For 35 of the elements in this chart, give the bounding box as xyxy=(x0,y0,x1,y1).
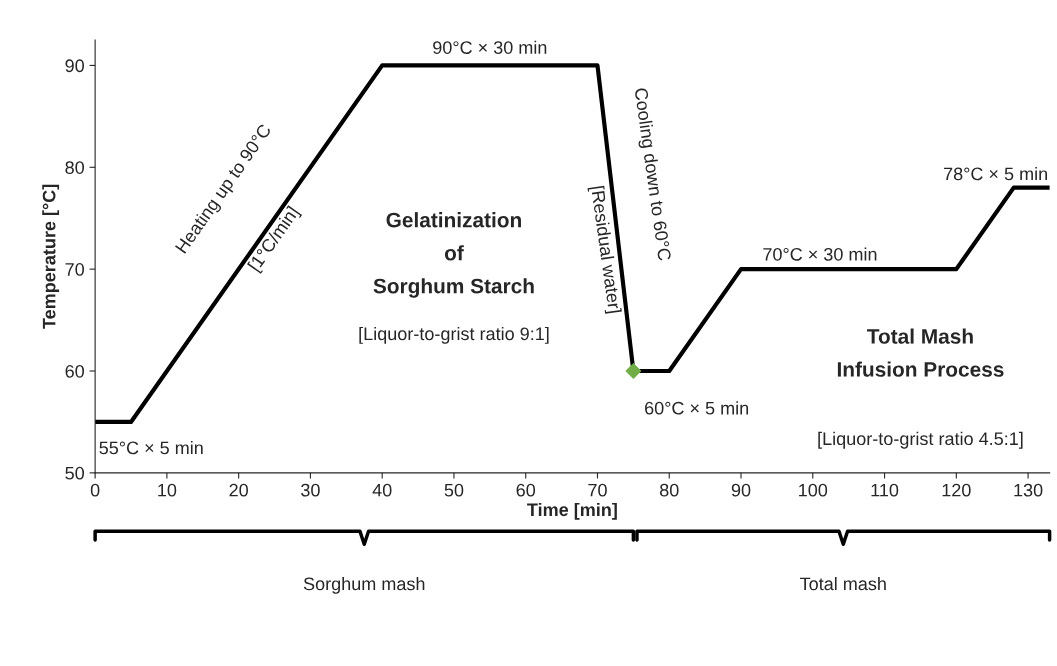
y-tick-label: 50 xyxy=(65,466,85,480)
x-tick-label: 20 xyxy=(229,483,248,497)
annotation: Gelatinization of Sorghum Starch xyxy=(373,212,534,298)
x-tick-label: 10 xyxy=(158,483,177,497)
x-tick-label: 80 xyxy=(659,483,679,497)
x-tick-label: 50 xyxy=(444,483,464,497)
annotation: Cooling down to 60°C xyxy=(630,87,672,262)
y-tick-label: 60 xyxy=(65,364,85,378)
annotation: 60°C × 5 min xyxy=(645,401,749,415)
x-tick-label: 70 xyxy=(588,483,607,497)
annotation: [Residual water] xyxy=(587,185,622,314)
x-tick-label: 0 xyxy=(90,483,100,497)
y-tick-label: 90 xyxy=(65,59,85,73)
x-tick-label: 30 xyxy=(301,483,320,497)
x-tick-label: 110 xyxy=(871,483,899,497)
annotation: Total Mash Infusion Process xyxy=(837,328,1004,377)
x-tick-label: 100 xyxy=(799,483,828,497)
y-tick-label: 70 xyxy=(65,263,85,276)
text: Sorghum mash xyxy=(303,577,425,594)
annotation: 70°C × 30 min xyxy=(763,247,877,261)
x-tick-label: 40 xyxy=(372,483,392,497)
annotation: 90°C × 30 min xyxy=(433,40,547,54)
x-tick-label: 90 xyxy=(731,483,751,497)
annotation: [Liquor-to-grist ratio 9:1] xyxy=(359,326,549,344)
annotation: [Liquor-to-grist ratio 4.5:1] xyxy=(818,431,1023,449)
x-tick-label: 130 xyxy=(1014,483,1043,497)
x-axis-title: Time [min] xyxy=(527,502,617,520)
y-axis-title: Temperature [°C] xyxy=(42,184,60,329)
line-series xyxy=(95,63,1050,425)
text: Total mash xyxy=(800,577,886,591)
annotation: 55°C × 5 min xyxy=(99,441,203,455)
x-tick-label: 120 xyxy=(942,483,971,497)
x-tick-label: 60 xyxy=(516,483,536,497)
y-tick-label: 80 xyxy=(65,161,85,174)
annotation: 78°C × 5 min xyxy=(944,167,1047,181)
